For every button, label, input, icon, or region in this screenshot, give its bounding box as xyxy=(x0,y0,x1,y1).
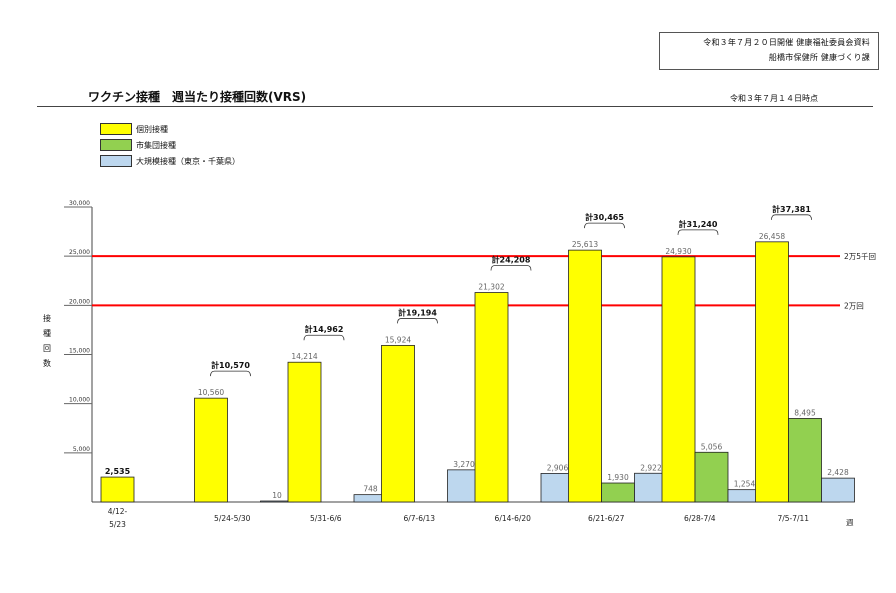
bar-value-label: 2,922 xyxy=(640,463,662,472)
title-rule xyxy=(37,106,873,107)
y-axis-label-char: 数 xyxy=(43,359,51,368)
bar-value-label: 5,056 xyxy=(701,442,723,451)
bar-value-label: 2,535 xyxy=(105,467,131,476)
meeting-info-box: 令和３年７月２０日開催 健康福祉委員会資料 船橋市保健所 健康づくり課 xyxy=(659,32,879,70)
y-tick-label: 20,000 xyxy=(69,298,90,305)
y-tick-label: 25,000 xyxy=(69,249,90,256)
reference-line-label: 2万5千回 xyxy=(844,251,876,261)
bar-group xyxy=(601,482,635,503)
x-tick-label: 5/24-5/30 xyxy=(214,514,251,523)
y-axis-label: 接種回数 xyxy=(40,311,54,371)
bar-value-label: 10 xyxy=(272,491,282,500)
bar-group xyxy=(788,418,822,503)
legend-item-group: 市集団接種 xyxy=(100,138,176,152)
total-label: 計31,240 xyxy=(679,219,718,229)
bar-individual xyxy=(194,397,228,503)
chart-title: ワクチン接種 週当たり接種回数(VRS) xyxy=(88,90,307,104)
meeting-info-line2: 船橋市保健所 健康づくり課 xyxy=(768,53,870,62)
legend-swatch-group xyxy=(100,139,132,151)
reference-line-label: 2万回 xyxy=(844,301,864,310)
meeting-info-line1: 令和３年７月２０日開催 健康福祉委員会資料 xyxy=(703,38,870,47)
bar-value-label: 3,270 xyxy=(453,460,475,469)
bar-value-label: 26,458 xyxy=(759,232,785,241)
bar-individual xyxy=(661,256,696,503)
legend-item-mass: 大規模接種（東京・千葉県） xyxy=(100,154,240,168)
legend-label-mass: 大規模接種（東京・千葉県） xyxy=(136,156,240,166)
bar-value-label: 2,428 xyxy=(827,468,849,477)
x-tick-label: 4/12- xyxy=(108,507,128,516)
total-bracket xyxy=(210,370,251,377)
legend-swatch-individual xyxy=(100,123,132,135)
total-bracket xyxy=(677,229,719,235)
y-axis-label-char: 回 xyxy=(43,344,51,353)
total-label: 計19,194 xyxy=(398,307,437,317)
bar-individual xyxy=(100,476,135,503)
legend-swatch-mass xyxy=(100,155,132,167)
total-bracket xyxy=(490,265,532,271)
total-bracket xyxy=(771,214,812,220)
y-tick-label: 5,000 xyxy=(73,446,90,453)
bar-individual xyxy=(287,361,322,503)
total-bracket xyxy=(584,222,625,229)
y-axis-label-char: 接 xyxy=(43,314,51,323)
x-tick-label: 5/31-6/6 xyxy=(310,514,342,523)
y-tick-label: 30,000 xyxy=(69,200,90,207)
bar-value-label: 25,613 xyxy=(572,240,598,249)
bar-value-label: 15,924 xyxy=(385,335,411,344)
y-axis-label-char: 種 xyxy=(43,329,51,338)
bar-mass xyxy=(821,477,855,503)
bar-value-label: 21,302 xyxy=(478,283,504,292)
x-tick-label: 6/7-6/13 xyxy=(403,514,435,523)
legend-label-individual: 個別接種 xyxy=(136,124,168,134)
bar-value-label: 24,930 xyxy=(665,247,691,256)
total-bracket xyxy=(303,334,345,341)
as-of-date: 令和３年７月１４日時点 xyxy=(730,94,818,103)
x-tick-label: 7/5-7/11 xyxy=(777,514,809,523)
legend-label-group: 市集団接種 xyxy=(136,140,176,150)
legend-item-individual: 個別接種 xyxy=(100,122,168,136)
bar-value-label: 8,495 xyxy=(794,408,816,417)
bar-group xyxy=(694,451,729,503)
total-label: 計10,570 xyxy=(211,360,250,370)
y-tick-label: 15,000 xyxy=(69,348,90,355)
x-tick-label: 6/28-7/4 xyxy=(684,514,716,523)
bar-individual xyxy=(755,241,789,503)
bar-value-label: 10,560 xyxy=(198,388,224,397)
x-tick-label: 5/23 xyxy=(109,520,126,529)
bar-value-label: 14,214 xyxy=(291,352,317,361)
bar-value-label: 1,930 xyxy=(607,473,629,482)
bar-individual xyxy=(381,345,415,503)
x-tick-label: 6/21-6/27 xyxy=(588,514,625,523)
total-label: 計30,465 xyxy=(585,212,624,222)
total-label: 計24,208 xyxy=(492,255,531,265)
bar-value-label: 748 xyxy=(363,485,378,494)
x-axis-label: 週 xyxy=(846,518,854,527)
bar-value-label: 1,254 xyxy=(734,480,756,489)
bar-individual xyxy=(568,249,602,503)
x-tick-label: 6/14-6/20 xyxy=(495,514,532,523)
bar-value-label: 2,906 xyxy=(547,463,569,472)
total-label: 計37,381 xyxy=(772,204,811,214)
y-tick-label: 10,000 xyxy=(69,397,90,404)
total-label: 計14,962 xyxy=(305,324,344,334)
total-bracket xyxy=(397,318,438,324)
bar-individual xyxy=(474,292,509,503)
